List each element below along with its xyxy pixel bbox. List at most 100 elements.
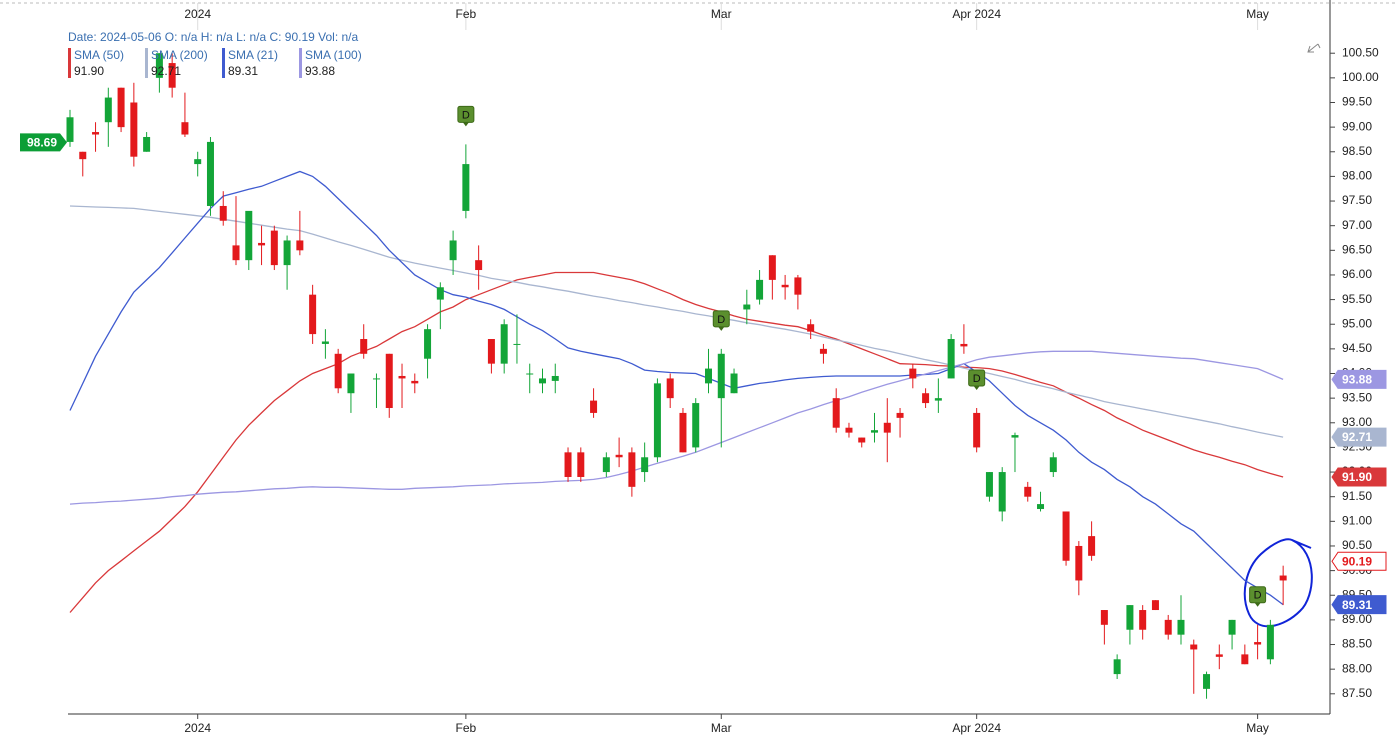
candle-body xyxy=(1113,659,1121,675)
candle-body xyxy=(692,403,700,448)
x-tick-label: Mar xyxy=(711,721,732,735)
y-tick-label: 88.00 xyxy=(1342,661,1372,675)
legend-value: 89.31 xyxy=(228,64,258,78)
candle-body xyxy=(1088,536,1096,556)
candle-body xyxy=(360,339,368,354)
legend-value: 91.90 xyxy=(74,64,104,78)
legend-name: SMA (200) xyxy=(151,48,208,62)
candle-body xyxy=(602,457,610,473)
candle-body xyxy=(564,452,572,477)
candle-body xyxy=(922,393,930,404)
y-tick-label: 100.50 xyxy=(1342,45,1379,59)
price-marker xyxy=(20,133,67,152)
candle-body xyxy=(743,304,751,310)
hand-drawn-circle xyxy=(1243,538,1313,628)
legend-name: SMA (100) xyxy=(305,48,362,62)
candle-body xyxy=(551,375,559,381)
legend-swatch xyxy=(145,48,148,78)
candle-body xyxy=(321,341,329,344)
y-tick-label: 88.50 xyxy=(1342,637,1372,651)
candle-body xyxy=(960,343,968,347)
sma-badge-label: 89.31 xyxy=(1342,598,1372,612)
header: Date: 2024-05-06 O: n/a H: n/a L: n/a C:… xyxy=(68,30,359,44)
resize-icon[interactable] xyxy=(1307,43,1321,53)
candle-body xyxy=(143,136,151,152)
candle-body xyxy=(1190,644,1198,650)
candle-body xyxy=(436,287,444,300)
candle-body xyxy=(449,240,457,261)
candle-body xyxy=(283,240,291,266)
candle-body xyxy=(130,102,138,157)
candle-body xyxy=(1037,504,1045,510)
candle-body xyxy=(79,151,87,160)
sma-line xyxy=(69,170,1284,606)
candle-body xyxy=(756,279,764,300)
candle-body xyxy=(66,117,74,142)
candle-body xyxy=(347,373,355,394)
dividend-label: D xyxy=(1254,590,1262,602)
candle-body xyxy=(730,373,738,394)
candle-body xyxy=(232,245,240,261)
candle-body xyxy=(1151,600,1159,611)
candle-body xyxy=(717,353,725,399)
sma-badge-label: 93.88 xyxy=(1342,373,1372,387)
candle-body xyxy=(909,368,917,379)
candle-body xyxy=(1049,457,1057,473)
y-tick-label: 99.50 xyxy=(1342,95,1372,109)
candle-body xyxy=(475,260,483,271)
candle-body xyxy=(92,132,100,135)
candle-body xyxy=(666,378,674,399)
candle-body xyxy=(1024,486,1032,497)
price-marker-label: 98.69 xyxy=(27,136,57,150)
legend-value: 93.88 xyxy=(305,64,335,78)
x-tick-label-top: 2024 xyxy=(184,7,211,21)
candle-body xyxy=(1126,605,1134,630)
y-tick-label: 93.00 xyxy=(1342,415,1372,429)
sma-badge xyxy=(1331,595,1387,615)
candle-body xyxy=(615,454,623,458)
x-tick-label: 2024 xyxy=(184,721,211,735)
x-tick-label-top: Mar xyxy=(711,7,732,21)
y-tick-label: 97.50 xyxy=(1342,193,1372,207)
candle-body xyxy=(679,412,687,453)
candle-body xyxy=(487,339,495,364)
candle-body xyxy=(1266,624,1274,660)
y-tick-label: 98.00 xyxy=(1342,169,1372,183)
candle-body xyxy=(896,412,904,418)
y-tick-label: 87.50 xyxy=(1342,686,1372,700)
y-tick-label: 91.50 xyxy=(1342,489,1372,503)
current-price-badge xyxy=(1331,551,1387,571)
candle-body xyxy=(500,324,508,364)
y-tick-label: 99.00 xyxy=(1342,119,1372,133)
x-tick-label: Apr 2024 xyxy=(952,721,1001,735)
candle-body xyxy=(1062,511,1070,561)
y-tick-label: 96.50 xyxy=(1342,242,1372,256)
candle-body xyxy=(296,240,304,251)
candle-body xyxy=(768,255,776,280)
candle-body xyxy=(206,141,214,206)
dividend-pointer xyxy=(462,122,469,127)
sma-badge xyxy=(1331,427,1387,447)
dividend-marker: D xyxy=(457,105,475,127)
candle-body xyxy=(781,284,789,288)
y-tick-label: 95.50 xyxy=(1342,292,1372,306)
candle-body xyxy=(577,452,585,477)
candle-body xyxy=(538,378,546,384)
candle-body xyxy=(245,210,253,261)
y-tick-label: 98.50 xyxy=(1342,144,1372,158)
y-tick-label: 95.00 xyxy=(1342,316,1372,330)
sma-badge xyxy=(1331,369,1387,389)
y-tick-label: 100.00 xyxy=(1342,70,1379,84)
candle-body xyxy=(973,412,981,448)
candle-body xyxy=(398,375,406,379)
dividend-marker: D xyxy=(1249,586,1267,607)
y-tick-label: 91.00 xyxy=(1342,514,1372,528)
candle-body xyxy=(526,373,534,375)
legend-name: SMA (50) xyxy=(74,48,124,62)
candle-body xyxy=(168,63,176,88)
candle-body xyxy=(309,294,317,335)
candle-body xyxy=(858,437,866,443)
candle-body xyxy=(1075,545,1083,581)
candle-body xyxy=(590,400,598,413)
